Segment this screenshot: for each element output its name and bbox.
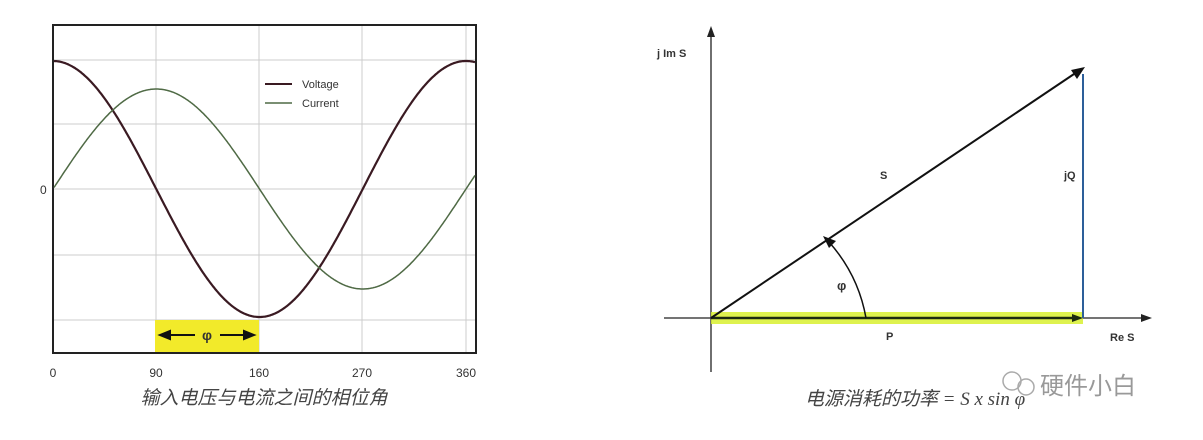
x-tick: 360	[456, 366, 476, 380]
x-tick: 160	[249, 366, 269, 380]
watermark: 硬件小白	[1002, 371, 1136, 400]
x-tick: 90	[149, 366, 163, 380]
q-label: jQ	[1063, 170, 1076, 182]
phase-arrow	[157, 329, 257, 341]
p-label: P	[886, 331, 893, 343]
s-vector	[710, 71, 1078, 319]
x-tick: 270	[352, 366, 372, 380]
power-triangle-diagram: j Im S Re S S jQ P φ 电源消耗的功率 = S x sin φ…	[656, 26, 1152, 410]
y-axis-label: j Im S	[656, 48, 686, 60]
angle-arrow-icon	[823, 236, 836, 248]
real-axis-arrow-icon	[1141, 314, 1152, 322]
x-tick: 0	[50, 366, 57, 380]
x-axis-label: Re S	[1110, 332, 1134, 344]
y-tick-0: 0	[40, 183, 47, 197]
wechat-icon-bubble	[1017, 378, 1035, 396]
current-curve	[53, 88, 476, 290]
p-arrow-icon	[1072, 314, 1083, 322]
phase-label: φ	[202, 327, 212, 343]
imaginary-axis-arrow-icon	[707, 26, 715, 37]
left-caption: 输入电压与电流之间的相位角	[140, 387, 388, 409]
legend-voltage: Voltage	[302, 79, 339, 91]
angle-arc	[828, 241, 867, 319]
s-label: S	[880, 170, 887, 182]
angle-label: φ	[837, 278, 846, 293]
grid	[54, 26, 475, 352]
phase-angle-chart: φ Voltage Current 0 0 90 160 270 360 输入电…	[40, 24, 477, 409]
s-arrow-icon	[1071, 67, 1085, 79]
voltage-curve	[53, 59, 476, 319]
right-caption: 电源消耗的功率 = S x sin φ	[805, 388, 1025, 410]
legend-current: Current	[302, 98, 339, 110]
watermark-text: 硬件小白	[1040, 372, 1136, 400]
